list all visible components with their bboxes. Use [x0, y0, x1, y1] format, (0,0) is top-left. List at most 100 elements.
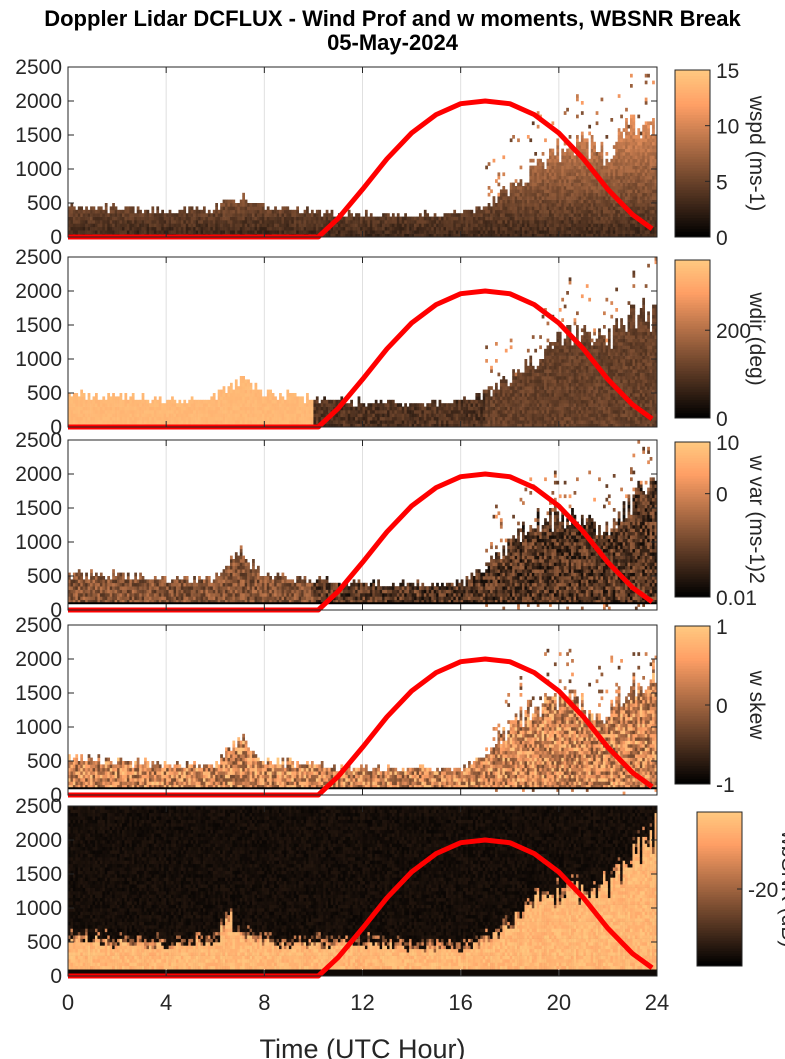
heatmap-cell — [549, 233, 552, 238]
heatmap-cell — [171, 220, 174, 224]
heatmap-cell — [531, 379, 535, 384]
heatmap-cell — [654, 199, 658, 204]
heatmap-cell — [600, 192, 604, 197]
heatmap-cell — [175, 216, 179, 221]
heatmap-cell — [441, 233, 444, 238]
heatmap-cell — [261, 213, 265, 217]
heatmap-cell — [293, 223, 297, 228]
heatmap-cell — [534, 186, 538, 190]
heatmap-cell — [350, 233, 353, 238]
heatmap-cell — [512, 230, 515, 234]
heatmap-cell — [553, 226, 557, 231]
heatmap-cell — [480, 416, 484, 421]
heatmap-cell — [647, 196, 650, 200]
heatmap-cell — [634, 209, 638, 214]
heatmap-cell — [593, 192, 596, 197]
heatmap-cell — [632, 169, 636, 173]
heatmap-cell — [283, 206, 287, 211]
heatmap-cell — [448, 226, 452, 231]
heatmap-cell — [296, 399, 299, 404]
heatmap-cell — [465, 410, 469, 414]
heatmap-cell — [259, 220, 263, 224]
heatmap-cell — [627, 230, 631, 234]
heatmap-cell — [580, 162, 584, 166]
heatmap-cell — [220, 209, 223, 214]
heatmap-cell — [411, 403, 415, 407]
heatmap-cell — [453, 406, 457, 411]
heatmap-cell — [546, 189, 550, 194]
heatmap-cell — [77, 206, 81, 211]
colorbar-segment — [675, 103, 710, 107]
heatmap-cell — [212, 396, 216, 401]
heatmap-cell — [519, 223, 523, 228]
heatmap-cell — [308, 220, 312, 224]
heatmap-cell — [421, 406, 425, 411]
heatmap-cell — [215, 203, 218, 207]
heatmap-cell — [102, 413, 106, 418]
heatmap-cell — [541, 152, 545, 156]
heatmap-cell — [502, 379, 506, 384]
heatmap-cell — [303, 220, 307, 224]
heatmap-cell — [620, 165, 623, 170]
heatmap-cell — [480, 226, 484, 231]
heatmap-cell — [97, 230, 101, 234]
heatmap-cell — [541, 165, 545, 170]
heatmap-cell — [642, 216, 646, 221]
heatmap-cell — [382, 226, 385, 231]
heatmap-cell — [254, 399, 258, 404]
heatmap-cell — [306, 216, 309, 221]
heatmap-cell — [360, 226, 363, 231]
heatmap-cell — [303, 416, 307, 421]
heatmap-cell — [70, 413, 74, 418]
heatmap-cell — [522, 206, 525, 211]
heatmap-cell — [320, 416, 324, 421]
heatmap-cell — [431, 230, 434, 234]
heatmap-cell — [634, 138, 638, 143]
heatmap-cell — [428, 420, 432, 424]
heatmap-cell — [151, 213, 155, 217]
heatmap-cell — [603, 216, 606, 221]
heatmap-cell — [156, 413, 160, 418]
heatmap-cell — [499, 196, 503, 200]
heatmap-cell — [166, 413, 169, 418]
heatmap-cell — [450, 406, 454, 411]
heatmap-cell — [168, 403, 172, 407]
heatmap-cell — [649, 189, 653, 194]
heatmap-cell — [239, 403, 243, 407]
heatmap-cell — [568, 226, 572, 231]
heatmap-cell — [632, 186, 636, 190]
heatmap-cell — [492, 223, 496, 228]
heatmap-cell — [443, 216, 447, 221]
heatmap-cell — [630, 165, 633, 170]
heatmap-cell — [593, 196, 596, 200]
heatmap-cell — [195, 230, 199, 234]
heatmap-cell — [620, 138, 623, 143]
heatmap-cell — [612, 199, 616, 204]
heatmap-cell — [119, 399, 123, 404]
heatmap-cell — [551, 158, 555, 163]
heatmap-cell — [379, 403, 383, 407]
heatmap-cell — [225, 396, 228, 401]
heatmap-cell — [80, 416, 84, 421]
heatmap-cell — [642, 155, 646, 160]
heatmap-cell — [357, 399, 361, 404]
heatmap-cell — [210, 230, 214, 234]
heatmap-cell — [487, 209, 491, 214]
heatmap-cell — [497, 206, 501, 211]
heatmap-cell — [352, 410, 356, 414]
heatmap-cell — [328, 216, 331, 221]
heatmap-cell — [372, 406, 376, 411]
heatmap-cell — [389, 399, 393, 404]
heatmap-cell — [644, 206, 648, 211]
heatmap-cell — [576, 230, 579, 234]
heatmap-cell — [261, 226, 265, 231]
heatmap-cell — [151, 206, 155, 211]
heatmap-cell — [499, 216, 503, 221]
heatmap-cell — [107, 410, 111, 414]
heatmap-cell — [269, 416, 272, 421]
heatmap-cell — [499, 230, 503, 234]
heatmap-cell — [237, 209, 241, 214]
heatmap-cell — [497, 175, 501, 180]
heatmap-cell — [588, 223, 592, 228]
heatmap-cell — [364, 230, 368, 234]
